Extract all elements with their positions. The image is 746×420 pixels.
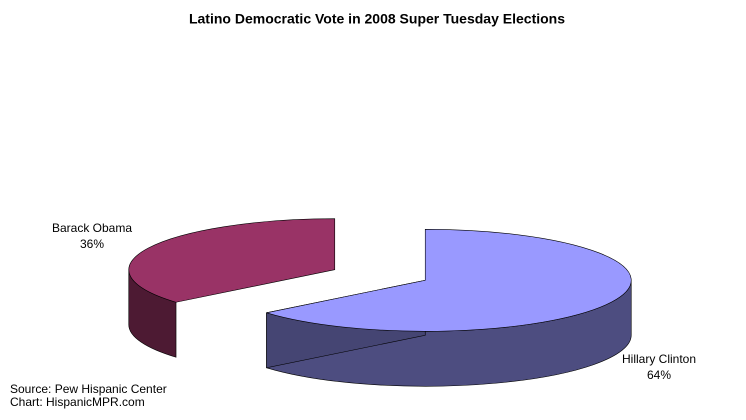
pie-slice xyxy=(128,218,336,303)
source-note: Chart: HispanicMPR.com xyxy=(10,395,145,409)
source-note: Source: Pew Hispanic Center xyxy=(10,382,167,396)
slice-value-label: 64% xyxy=(647,368,671,382)
slice-label: Barack Obama xyxy=(52,221,132,235)
slice-label: Hillary Clinton xyxy=(622,352,696,366)
slice-value-label: 36% xyxy=(80,237,104,251)
pie-slice xyxy=(266,228,632,332)
chart-title: Latino Democratic Vote in 2008 Super Tue… xyxy=(189,11,565,27)
